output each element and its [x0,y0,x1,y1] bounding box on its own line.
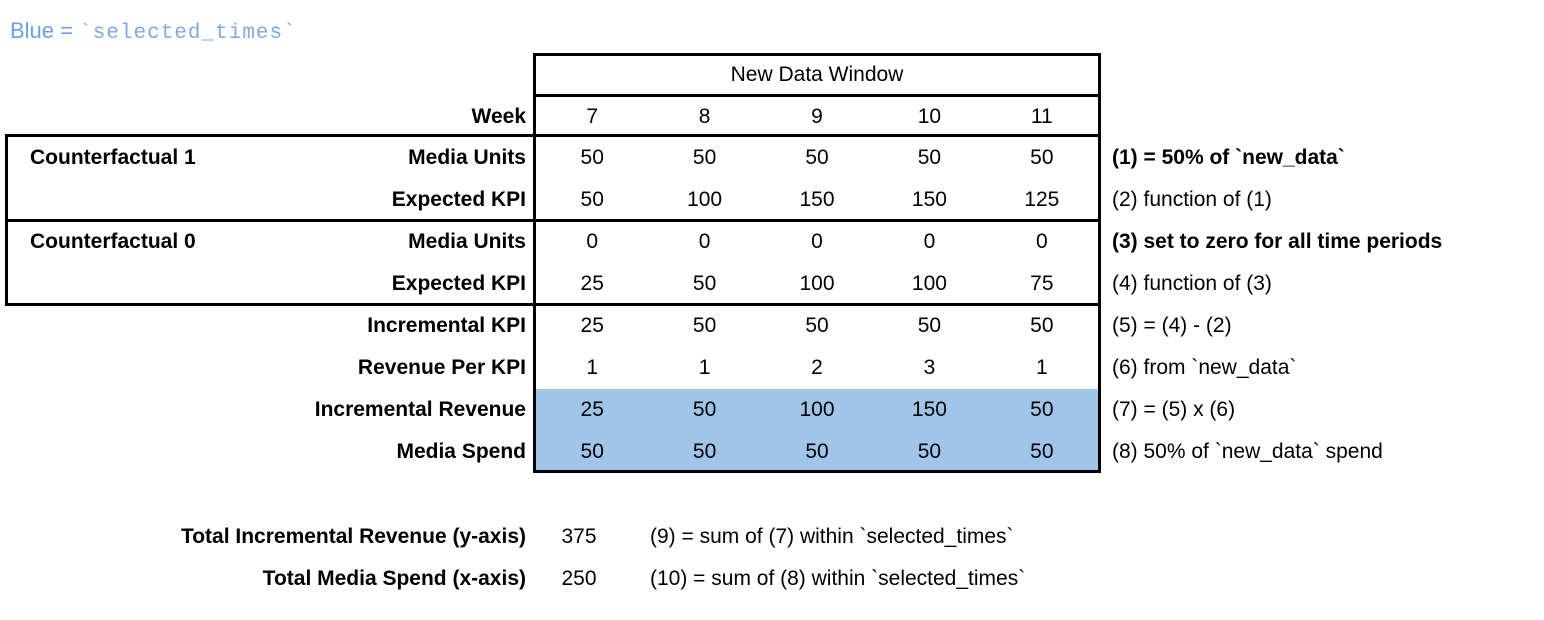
table-cell: 50 [692,146,717,169]
week-number: 9 [811,105,823,128]
week-number: 8 [698,105,711,128]
total-incremental-revenue-label: Total Incremental Revenue (y-axis) [180,525,526,548]
table-cell: 0 [1035,230,1048,253]
table-row-highlighted: 50 50 50 50 50 [536,431,1098,473]
row-label-media-units-cf1: Media Units [408,146,526,169]
row-label-expected-kpi-cf0: Expected KPI [391,272,526,295]
table-cell: 1 [698,356,711,379]
table-cell: 50 [1030,146,1054,169]
table-border-right [1098,53,1101,473]
table-cell: 0 [586,230,599,253]
week-number-row: 7 8 9 10 11 [536,96,1098,137]
table-border-between-counterfactuals [5,219,1101,222]
group-label-counterfactual-0: Counterfactual 0 [30,230,196,253]
table-cell: 50 [692,272,717,295]
table-border-top [533,53,1101,56]
table-cell: 50 [805,314,829,337]
table-border-below-counterfactual-0 [5,303,1101,306]
legend-blue-selected-times: Blue = `selected_times` [10,18,297,45]
table-cell: 1 [586,356,599,379]
legend-prefix: Blue = [10,18,80,43]
annotation-1: (1) = 50% of `new_data` [1112,146,1345,169]
row-label-incremental-revenue: Incremental Revenue [314,398,526,421]
table-cell: 25 [580,272,604,295]
table-cell: 125 [1024,188,1060,211]
row-label-media-spend: Media Spend [396,440,526,463]
annotation-10: (10) = sum of (8) within `selected_times… [650,567,1026,590]
table-cell: 50 [1030,314,1054,337]
table-cell: 150 [799,188,835,211]
table-row: 50 100 150 150 125 [536,179,1098,221]
table-cell: 50 [917,440,942,463]
week-number: 11 [1030,105,1053,128]
table-cell: 50 [692,440,717,463]
week-number: 10 [917,105,942,128]
table-cell: 0 [811,230,823,253]
annotation-6: (6) from `new_data` [1112,356,1297,379]
counterfactual-box-left-border [5,134,8,306]
table-cell: 100 [799,272,835,295]
table-row: 1 1 2 3 1 [536,347,1098,389]
table-cell: 100 [687,188,723,211]
table-row: 25 50 100 100 75 [536,263,1098,305]
table-cell: 50 [805,146,829,169]
table-cell: 50 [580,188,604,211]
legend-code: `selected_times` [79,22,297,45]
annotation-8: (8) 50% of `new_data` spend [1112,440,1383,463]
total-media-spend-label: Total Media Spend (x-axis) [262,567,526,590]
table-cell: 75 [1030,272,1054,295]
annotation-2: (2) function of (1) [1112,188,1272,211]
table-cell: 100 [799,398,835,421]
table-cell: 25 [580,314,604,337]
annotation-9: (9) = sum of (7) within `selected_times` [650,525,1014,548]
table-cell: 50 [580,440,604,463]
total-incremental-revenue-value: 375 [561,525,597,548]
table-cell: 50 [1030,398,1054,421]
table-cell: 2 [811,356,823,379]
table-cell: 50 [805,440,829,463]
table-header-new-data-window: New Data Window [730,63,904,86]
table-cell: 50 [917,314,942,337]
row-label-media-units-cf0: Media Units [408,230,526,253]
table-cell: 150 [911,188,947,211]
table-cell: 50 [917,146,942,169]
table-cell: 3 [923,356,936,379]
table-row: 25 50 50 50 50 [536,305,1098,347]
row-label-incremental-kpi: Incremental KPI [367,314,526,337]
table-row-highlighted: 25 50 100 150 50 [536,389,1098,431]
table-cell: 50 [580,146,604,169]
table-cell: 150 [911,398,947,421]
table-cell: 50 [692,398,717,421]
row-label-revenue-per-kpi: Revenue Per KPI [357,356,526,379]
table-cell: 100 [911,272,947,295]
table-row: 50 50 50 50 50 [536,137,1098,179]
selected-times-highlight [536,389,1098,470]
annotation-7: (7) = (5) x (6) [1112,398,1236,421]
table-cell: 1 [1035,356,1048,379]
row-label-expected-kpi-cf1: Expected KPI [391,188,526,211]
table-row: 0 0 0 0 0 [536,221,1098,263]
week-row-label: Week [471,105,526,128]
table-cell: 0 [698,230,711,253]
annotation-4: (4) function of (3) [1112,272,1272,295]
table-border-bottom [533,470,1101,473]
table-border-below-header [533,94,1101,97]
annotation-5: (5) = (4) - (2) [1112,314,1232,337]
annotation-3: (3) set to zero for all time periods [1112,230,1443,253]
table-cell: 0 [923,230,936,253]
table-cell: 25 [580,398,604,421]
group-label-counterfactual-1: Counterfactual 1 [30,146,196,169]
table-border-left [533,53,536,473]
table-cell: 50 [692,314,717,337]
week-number: 7 [586,105,599,128]
total-media-spend-value: 250 [561,567,597,590]
table-cell: 50 [1030,440,1054,463]
table-border-below-week [5,134,1101,137]
